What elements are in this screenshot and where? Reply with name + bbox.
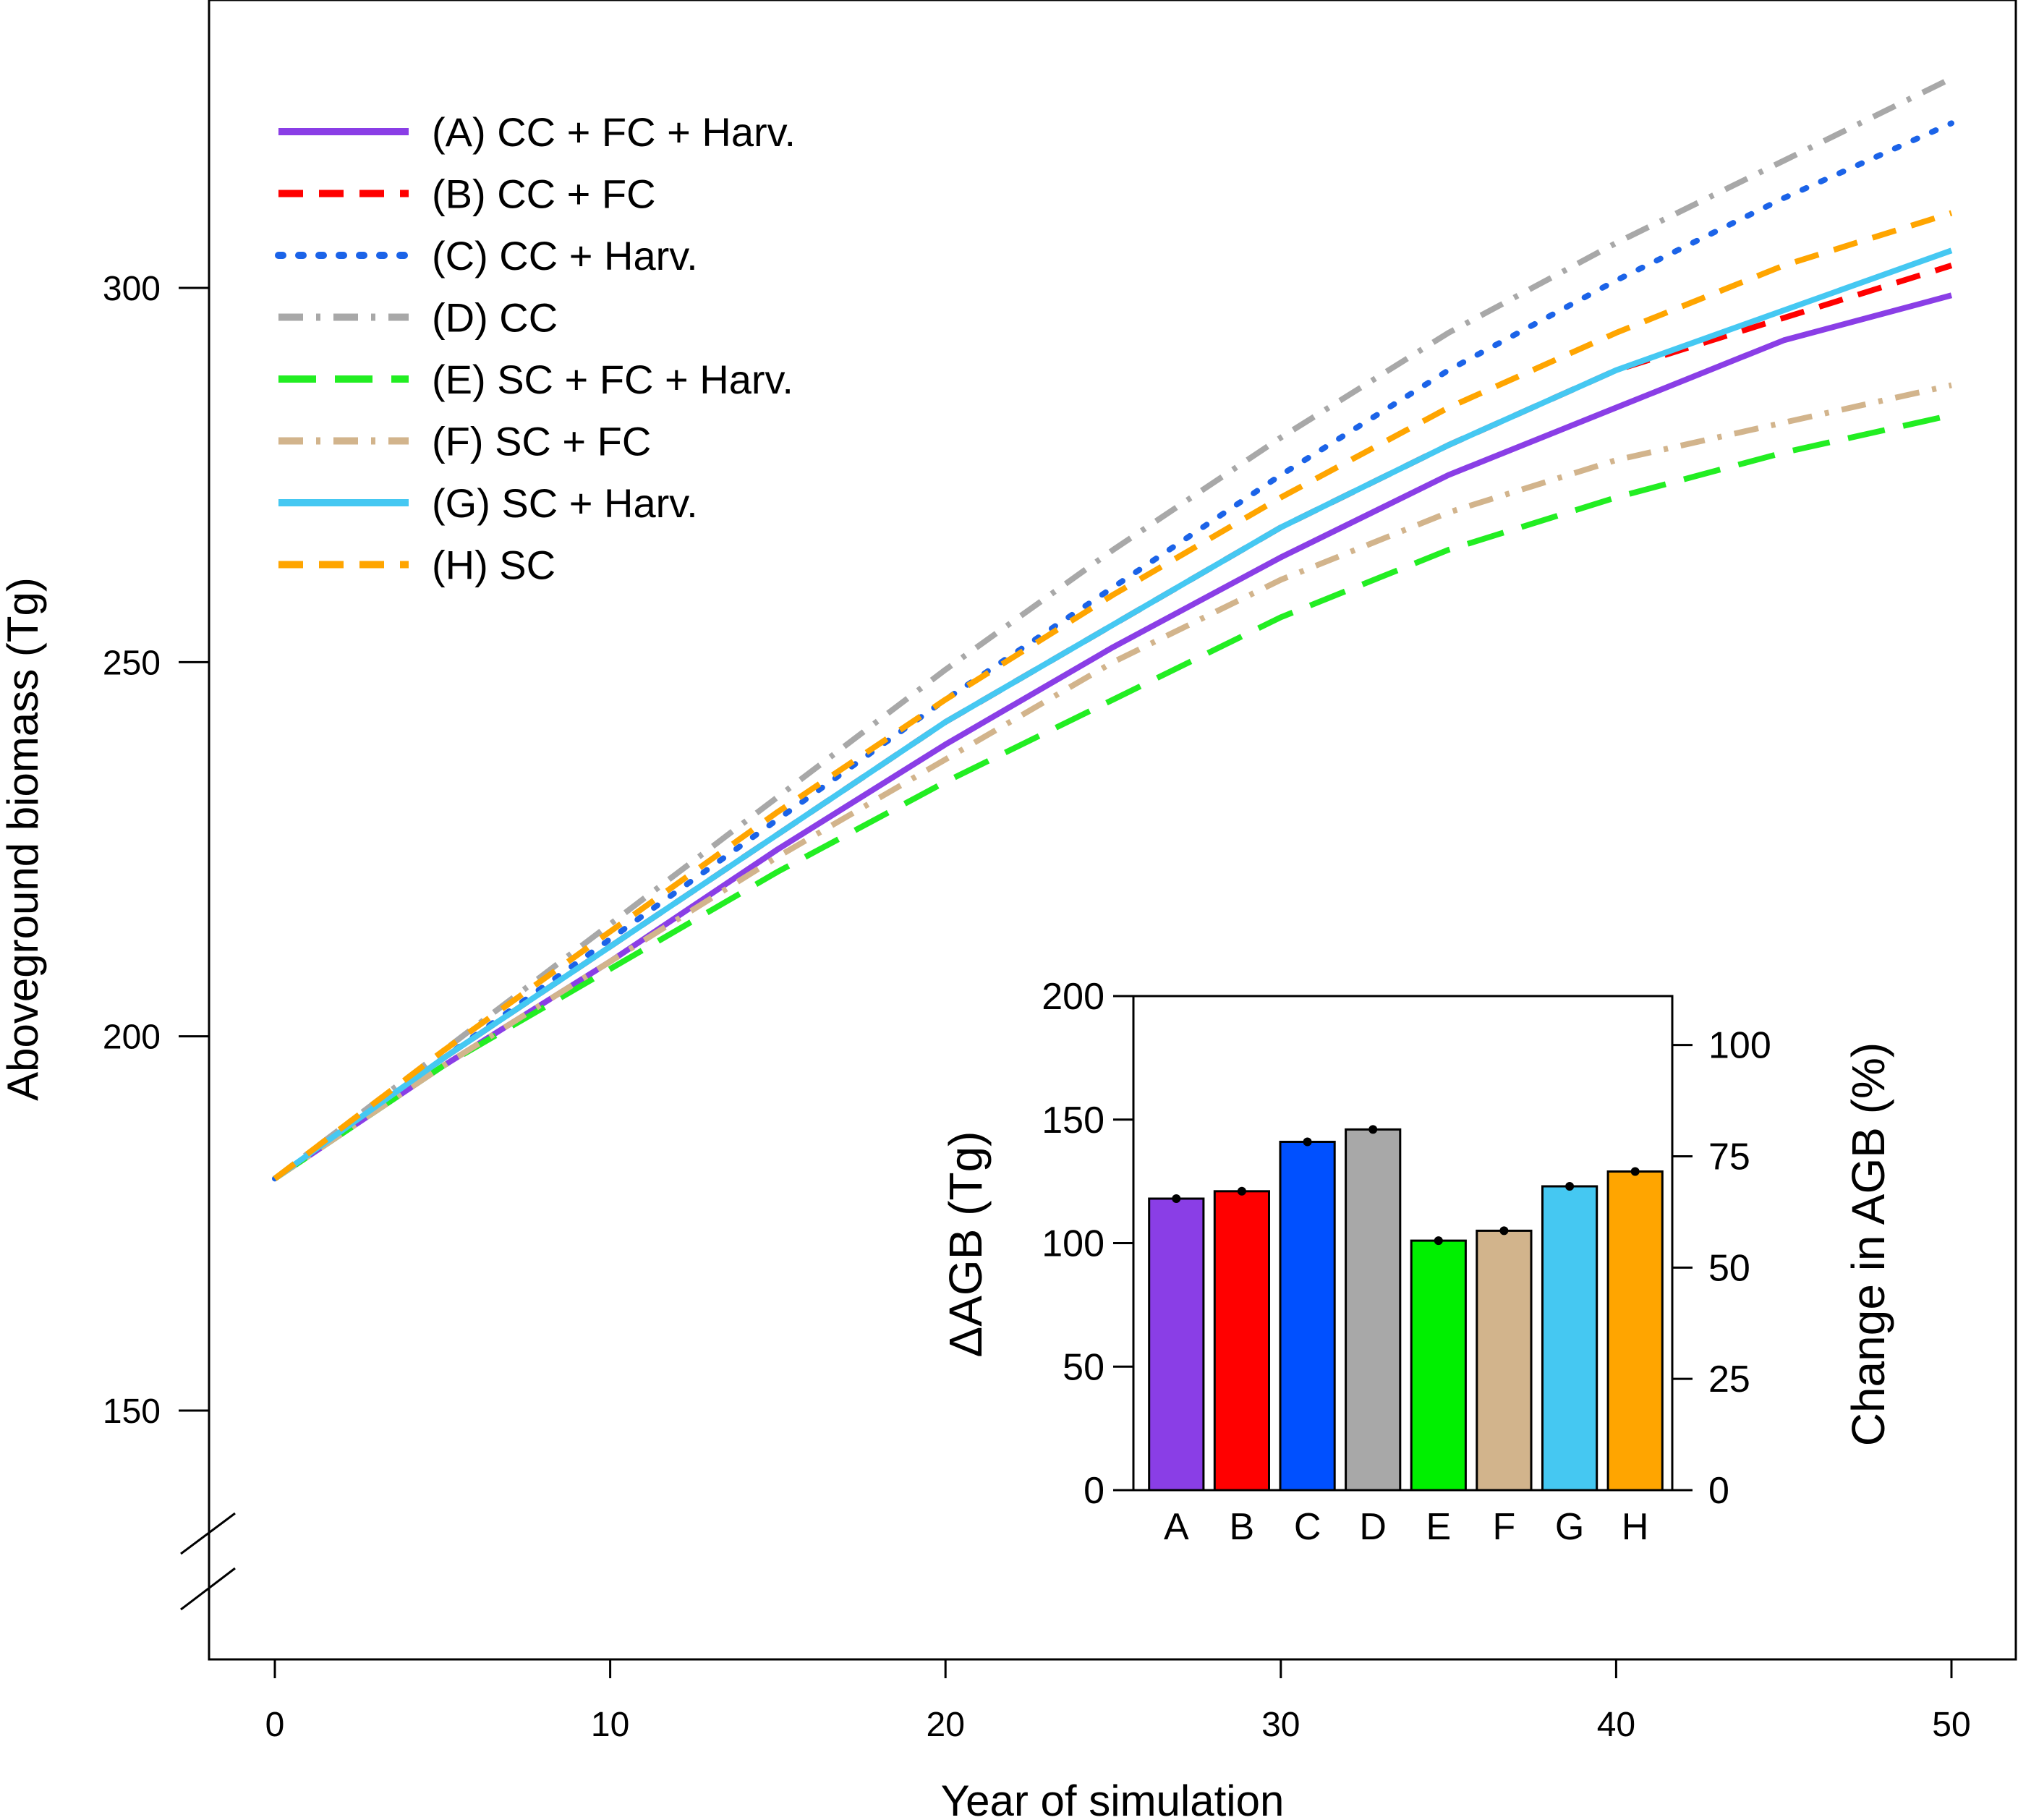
inset-y2-tick-label: 100 <box>1708 1025 1771 1067</box>
inset-y-tick-label: 100 <box>1042 1223 1104 1265</box>
main-plot-frame <box>208 0 2017 1661</box>
inset-y-tick-label: 50 <box>1063 1346 1104 1388</box>
inset-y2-tick-label: 75 <box>1708 1136 1750 1178</box>
inset-bar-point <box>1303 1137 1312 1147</box>
legend: (A) CC + FC + Harv. (B) CC + FC (C) CC + H… <box>275 109 796 588</box>
y-tick-label: 150 <box>103 1392 161 1431</box>
x-tick-label: 10 <box>591 1706 629 1744</box>
x-tick-label: 40 <box>1597 1706 1635 1744</box>
legend-label: (C) CC + Harv. <box>432 233 698 278</box>
series-line <box>273 263 1953 1181</box>
inset-bar-point <box>1565 1182 1575 1191</box>
inset-bar-point <box>1237 1186 1246 1196</box>
legend-label: (F) SC + FC <box>432 419 651 464</box>
inset-x-tick-label: D <box>1359 1506 1387 1548</box>
inset-y-tick-label: 0 <box>1083 1470 1104 1512</box>
axis-break-mark <box>180 1567 236 1611</box>
y-tick-label: 300 <box>103 270 161 308</box>
inset-x-tick-label: H <box>1622 1506 1649 1548</box>
x-tick-label: 20 <box>927 1706 965 1744</box>
inset-x-tick-label: C <box>1294 1506 1321 1548</box>
inset-x-tick-label: G <box>1555 1506 1584 1548</box>
series-line <box>272 120 1954 1182</box>
y-axis-title: Aboveground biomass (Tg) <box>0 577 47 1101</box>
inset-x-tick-label: A <box>1164 1506 1189 1548</box>
legend-label: (G) SC + Harv. <box>432 480 698 526</box>
legend-label: (A) CC + FC + Harv. <box>432 109 796 155</box>
inset-bar <box>1410 1239 1467 1492</box>
inset-x-tick-label: F <box>1493 1506 1516 1548</box>
inset-bar <box>1148 1197 1205 1492</box>
legend-label: (D) CC <box>432 295 558 341</box>
inset-bar-point <box>1434 1236 1443 1246</box>
inset-bar <box>1476 1229 1533 1492</box>
series-line <box>273 412 1952 1181</box>
inset-y2-axis-title: Change in AGB (%) <box>1842 1042 1894 1447</box>
inset-y2-tick-label: 25 <box>1708 1358 1750 1400</box>
inset-bar-point <box>1172 1194 1181 1203</box>
inset-bar-point <box>1499 1226 1509 1236</box>
y-tick-label: 200 <box>103 1019 161 1057</box>
y-tick-label: 250 <box>103 644 161 682</box>
x-tick-label: 0 <box>265 1706 285 1744</box>
x-axis-title: Year of simulation <box>941 1777 1285 1820</box>
main-series-lines <box>272 75 1954 1182</box>
series-line <box>273 75 1953 1181</box>
inset-x-tick-label: E <box>1426 1506 1451 1548</box>
inset-y2-tick-label: 50 <box>1708 1247 1750 1289</box>
inset-bar <box>1541 1185 1598 1492</box>
inset-y-tick-label: 150 <box>1042 1100 1104 1141</box>
x-tick-label: 50 <box>1932 1706 1970 1744</box>
inset-bar-point <box>1630 1167 1640 1176</box>
inset-y2-tick-label: 0 <box>1708 1470 1729 1512</box>
legend-label: (B) CC + FC <box>432 171 656 217</box>
series-line <box>273 247 1953 1181</box>
inset-x-tick-label: B <box>1230 1506 1255 1548</box>
inset-bar <box>1279 1141 1336 1492</box>
series-line <box>273 382 1952 1181</box>
x-tick-label: 30 <box>1261 1706 1300 1744</box>
inset-y-axis-title: ΔAGB (Tg) <box>940 1131 992 1358</box>
legend-label: (H) SC <box>432 543 555 588</box>
inset-bar <box>1606 1170 1664 1492</box>
inset-bar <box>1213 1190 1271 1492</box>
legend-label: (E) SC + FC + Harv. <box>432 357 793 402</box>
inset-bar <box>1345 1128 1402 1492</box>
inset-bar-point <box>1368 1125 1378 1134</box>
inset-axes: 0 50 100 150 200 0 25 50 75 100 <box>1042 976 1771 1512</box>
inset-y-tick-label: 200 <box>1042 976 1104 1018</box>
series-line <box>273 210 1953 1181</box>
axis-break-mark <box>180 1512 236 1555</box>
